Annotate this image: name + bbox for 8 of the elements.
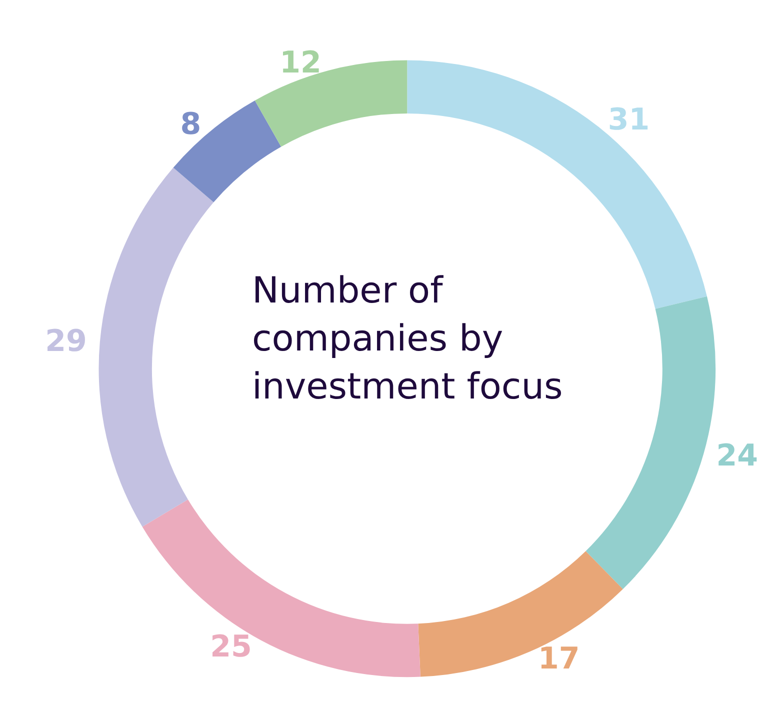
data-label: 25 xyxy=(210,630,252,665)
data-label: 31 xyxy=(608,102,650,138)
data-label: 29 xyxy=(45,324,87,359)
data-label: 8 xyxy=(180,106,202,142)
data-label: 24 xyxy=(716,438,758,474)
data-label: 17 xyxy=(538,642,580,677)
data-label: 12 xyxy=(280,45,322,80)
text: Number of companies by investment focus xyxy=(252,270,563,408)
